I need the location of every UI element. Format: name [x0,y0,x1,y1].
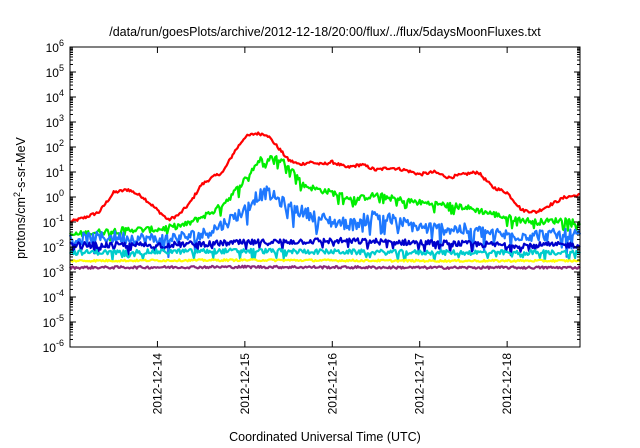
y-tick-label: 10-4 [43,288,64,305]
y-tick-label: 106 [46,38,64,55]
x-tick-label: 2012-12-18 [500,353,514,415]
axes-layer: 10-6 10-5 10-4 10-3 10-2 10-1 100 101 102 103 104 1… [43,38,580,414]
y-tick-label: 104 [46,88,64,105]
series-line-5 [69,258,581,263]
x-tick-label: 2012-12-17 [413,353,427,415]
y-axis-label-prefix: protons/cm [14,197,28,259]
y-axis-label-sup: 2 [12,192,22,197]
y-tick-label: 102 [46,138,64,155]
series-line-6 [69,264,581,270]
y-tick-label: 103 [46,113,64,130]
y-tick-label: 10-3 [43,263,64,280]
y-tick-label: 100 [46,188,64,205]
x-tick-label: 2012-12-15 [238,353,252,415]
x-tick-label: 2012-12-14 [150,353,164,415]
y-tick-label: 10-1 [43,213,64,230]
series-line-1 [69,155,582,242]
plot-frame [69,46,581,348]
series-line-2 [68,185,582,259]
chart-title: /data/run/goesPlots/archive/2012-12-18/2… [109,25,541,39]
series-line-4 [69,247,581,263]
series-line-0 [69,131,581,224]
x-tick-label: 2012-12-16 [325,353,339,415]
y-axis-label: protons/cm2-s-sr-MeV [12,136,28,258]
x-axis-label: Coordinated Universal Time (UTC) [229,430,421,444]
y-axis-label-suffix: -s-sr-MeV [14,136,28,192]
y-tick-label: 101 [46,163,64,180]
series-layer [68,131,582,270]
y-tick-label: 105 [46,63,64,80]
y-tick-label: 10-2 [43,238,64,255]
y-tick-label: 10-5 [43,313,64,330]
y-tick-label: 10-6 [43,338,64,355]
